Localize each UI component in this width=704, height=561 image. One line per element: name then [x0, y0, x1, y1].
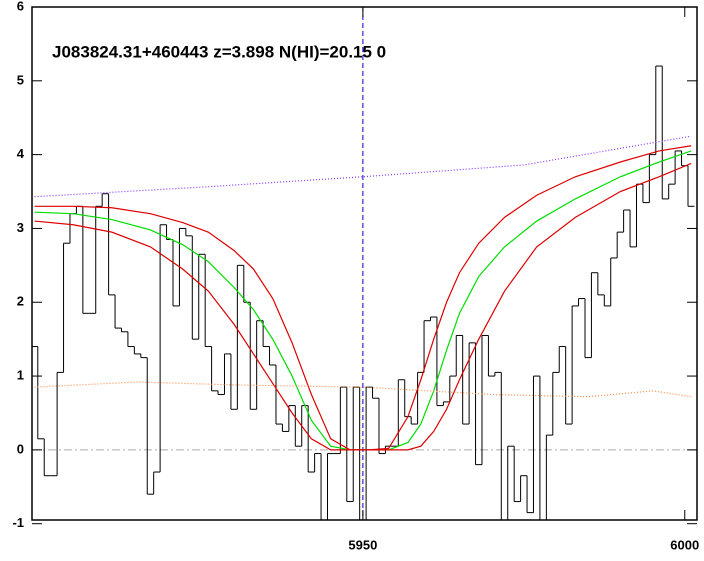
plot-frame	[31, 6, 698, 521]
y-tick-label: 6	[17, 0, 24, 13]
y-tick-label: 1	[17, 368, 24, 383]
x-tick-label: 5950	[348, 537, 377, 552]
plot-area	[32, 7, 697, 520]
y-tick-label: 4	[17, 146, 25, 161]
y-tick-label: 2	[17, 294, 24, 309]
y-tick-label: -1	[12, 515, 24, 530]
y-tick-label: 5	[17, 72, 24, 87]
dotted-curve	[34, 135, 692, 198]
y-tick-label: 3	[17, 220, 24, 235]
model-curve	[34, 162, 692, 451]
annotation: J083824.31+460443 z=3.898 N(HI)=20.15 0	[52, 42, 386, 61]
y-tick-label: 0	[17, 441, 24, 456]
x-tick-label: 6000	[670, 537, 699, 552]
